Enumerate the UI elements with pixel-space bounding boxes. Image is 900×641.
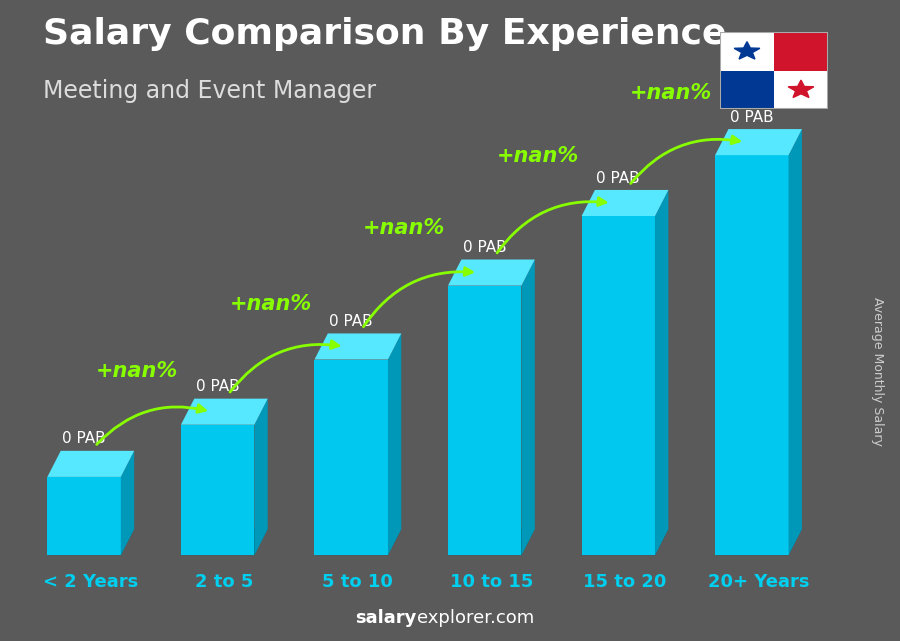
Polygon shape — [521, 260, 535, 555]
FancyArrowPatch shape — [497, 197, 606, 253]
Text: 0 PAB: 0 PAB — [62, 431, 106, 447]
Polygon shape — [314, 529, 401, 555]
Polygon shape — [655, 190, 669, 555]
Polygon shape — [716, 129, 802, 155]
Polygon shape — [48, 451, 134, 477]
Polygon shape — [788, 129, 802, 555]
Text: +nan%: +nan% — [230, 294, 311, 314]
Text: explorer.com: explorer.com — [417, 609, 534, 627]
Polygon shape — [788, 80, 814, 97]
FancyArrowPatch shape — [96, 404, 205, 444]
Polygon shape — [48, 477, 121, 555]
FancyArrowPatch shape — [364, 268, 472, 327]
Text: Salary Comparison By Experience: Salary Comparison By Experience — [43, 17, 726, 51]
Text: Average Monthly Salary: Average Monthly Salary — [871, 297, 884, 446]
Polygon shape — [314, 360, 388, 555]
Bar — [774, 71, 828, 109]
Polygon shape — [734, 42, 760, 59]
Text: 5 to 10: 5 to 10 — [322, 572, 393, 590]
Text: salary: salary — [356, 609, 417, 627]
Polygon shape — [448, 529, 535, 555]
Text: 0 PAB: 0 PAB — [463, 240, 507, 255]
Polygon shape — [581, 216, 655, 555]
Text: 0 PAB: 0 PAB — [597, 171, 640, 186]
Text: < 2 Years: < 2 Years — [43, 572, 139, 590]
Polygon shape — [121, 451, 134, 555]
Text: 0 PAB: 0 PAB — [329, 314, 373, 329]
Text: Meeting and Event Manager: Meeting and Event Manager — [43, 79, 376, 103]
Text: 15 to 20: 15 to 20 — [583, 572, 667, 590]
Polygon shape — [716, 155, 788, 555]
Polygon shape — [448, 260, 535, 286]
Text: +nan%: +nan% — [363, 218, 446, 238]
Polygon shape — [48, 529, 134, 555]
Text: 2 to 5: 2 to 5 — [195, 572, 254, 590]
Polygon shape — [181, 399, 267, 425]
Text: 20+ Years: 20+ Years — [707, 572, 809, 590]
Text: +nan%: +nan% — [497, 146, 579, 166]
Polygon shape — [388, 333, 401, 555]
Polygon shape — [716, 529, 802, 555]
Bar — [720, 32, 774, 71]
Bar — [720, 71, 774, 109]
FancyArrowPatch shape — [230, 341, 338, 392]
Polygon shape — [581, 190, 669, 216]
FancyArrowPatch shape — [631, 136, 740, 183]
Bar — [774, 32, 828, 71]
Polygon shape — [181, 425, 255, 555]
Polygon shape — [581, 529, 669, 555]
Polygon shape — [181, 529, 267, 555]
Polygon shape — [314, 333, 401, 360]
Text: 0 PAB: 0 PAB — [196, 379, 239, 394]
Text: +nan%: +nan% — [630, 83, 712, 103]
Text: +nan%: +nan% — [95, 362, 178, 381]
Polygon shape — [448, 286, 521, 555]
Polygon shape — [255, 399, 267, 555]
Text: 0 PAB: 0 PAB — [730, 110, 774, 125]
Text: 10 to 15: 10 to 15 — [450, 572, 533, 590]
